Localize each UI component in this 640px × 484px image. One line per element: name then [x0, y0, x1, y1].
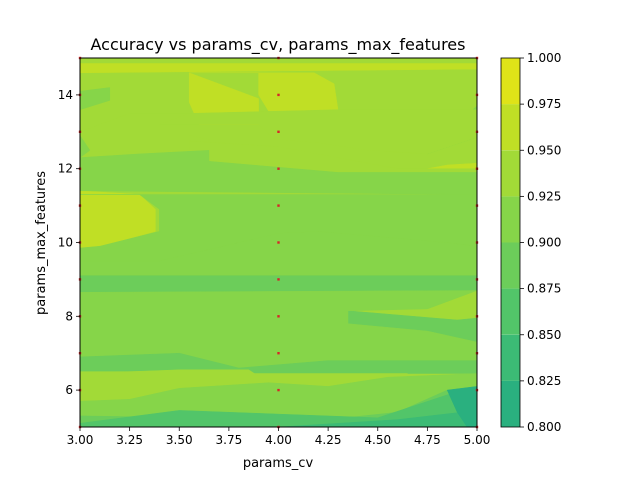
sample-point — [277, 167, 280, 170]
contour-region-19 — [278, 410, 477, 427]
x-tick-label: 4.75 — [414, 433, 441, 447]
colorbar-tick-label: 0.900 — [527, 236, 561, 250]
contour-band-1 — [80, 135, 91, 158]
x-tick-label: 4.00 — [265, 433, 292, 447]
sample-point — [277, 388, 280, 392]
colorbar-tick-label: 0.850 — [527, 328, 561, 342]
colorbar-band — [501, 104, 520, 151]
sample-point — [277, 93, 280, 97]
colorbar-tick-label: 0.950 — [527, 143, 561, 157]
colorbar-tick-label: 0.975 — [527, 97, 561, 111]
contour-region-1 — [80, 63, 477, 74]
x-tick-label: 5.00 — [464, 433, 491, 447]
x-axis: 3.00 3.25 3.50 3.75 4.00 4.25 4.50 4.75 5.00 — [67, 427, 491, 447]
colorbar-band — [501, 242, 520, 289]
chart-title: Accuracy vs params_cv, params_max_featur… — [91, 35, 466, 55]
contour-band-4 — [159, 109, 477, 155]
colorbar-tick-label: 0.825 — [527, 374, 561, 388]
y-tick-label: 8 — [65, 309, 73, 323]
colorbar-tick-label: 0.800 — [527, 420, 561, 434]
colorbar: 0.800 0.825 0.850 0.875 0.900 0.925 0.950 0.975… — [500, 51, 561, 434]
x-tick-label: 3.50 — [166, 433, 193, 447]
colorbar-band — [501, 196, 520, 243]
contour-region-10 — [80, 275, 477, 293]
y-tick-label: 6 — [65, 383, 73, 397]
x-tick-label: 4.50 — [364, 433, 391, 447]
sample-point — [277, 278, 280, 281]
x-axis-label: params_cv — [243, 456, 314, 471]
colorbar-band — [501, 58, 520, 105]
colorbar-band — [501, 380, 520, 427]
contour-band-3 — [80, 150, 477, 195]
sample-point — [277, 204, 280, 207]
sample-point — [277, 241, 280, 244]
x-tick-label: 4.25 — [315, 433, 342, 447]
x-tick-label: 3.25 — [116, 433, 143, 447]
contour-band-5 — [80, 194, 477, 262]
contour-region-20 — [446, 386, 477, 427]
colorbar-band — [501, 288, 520, 335]
colorbar-tick-label: 1.000 — [527, 51, 561, 65]
y-tick-label: 14 — [58, 88, 73, 102]
colorbar-band — [501, 150, 520, 197]
x-tick-label: 3.00 — [67, 433, 94, 447]
contour-region-7 — [80, 87, 111, 110]
y-tick-label: 10 — [58, 236, 73, 250]
sample-point — [277, 130, 280, 133]
y-axis-label: params_max_features — [34, 171, 49, 315]
colorbar-tick-label: 0.925 — [527, 189, 561, 203]
colorbar-tick-label: 0.875 — [527, 282, 561, 296]
x-tick-label: 3.75 — [216, 433, 243, 447]
sample-point — [277, 315, 280, 318]
colorbar-band — [501, 334, 520, 381]
y-tick-label: 12 — [58, 162, 73, 176]
y-axis: 6 8 10 12 14 — [58, 88, 80, 397]
sample-point — [277, 352, 280, 355]
